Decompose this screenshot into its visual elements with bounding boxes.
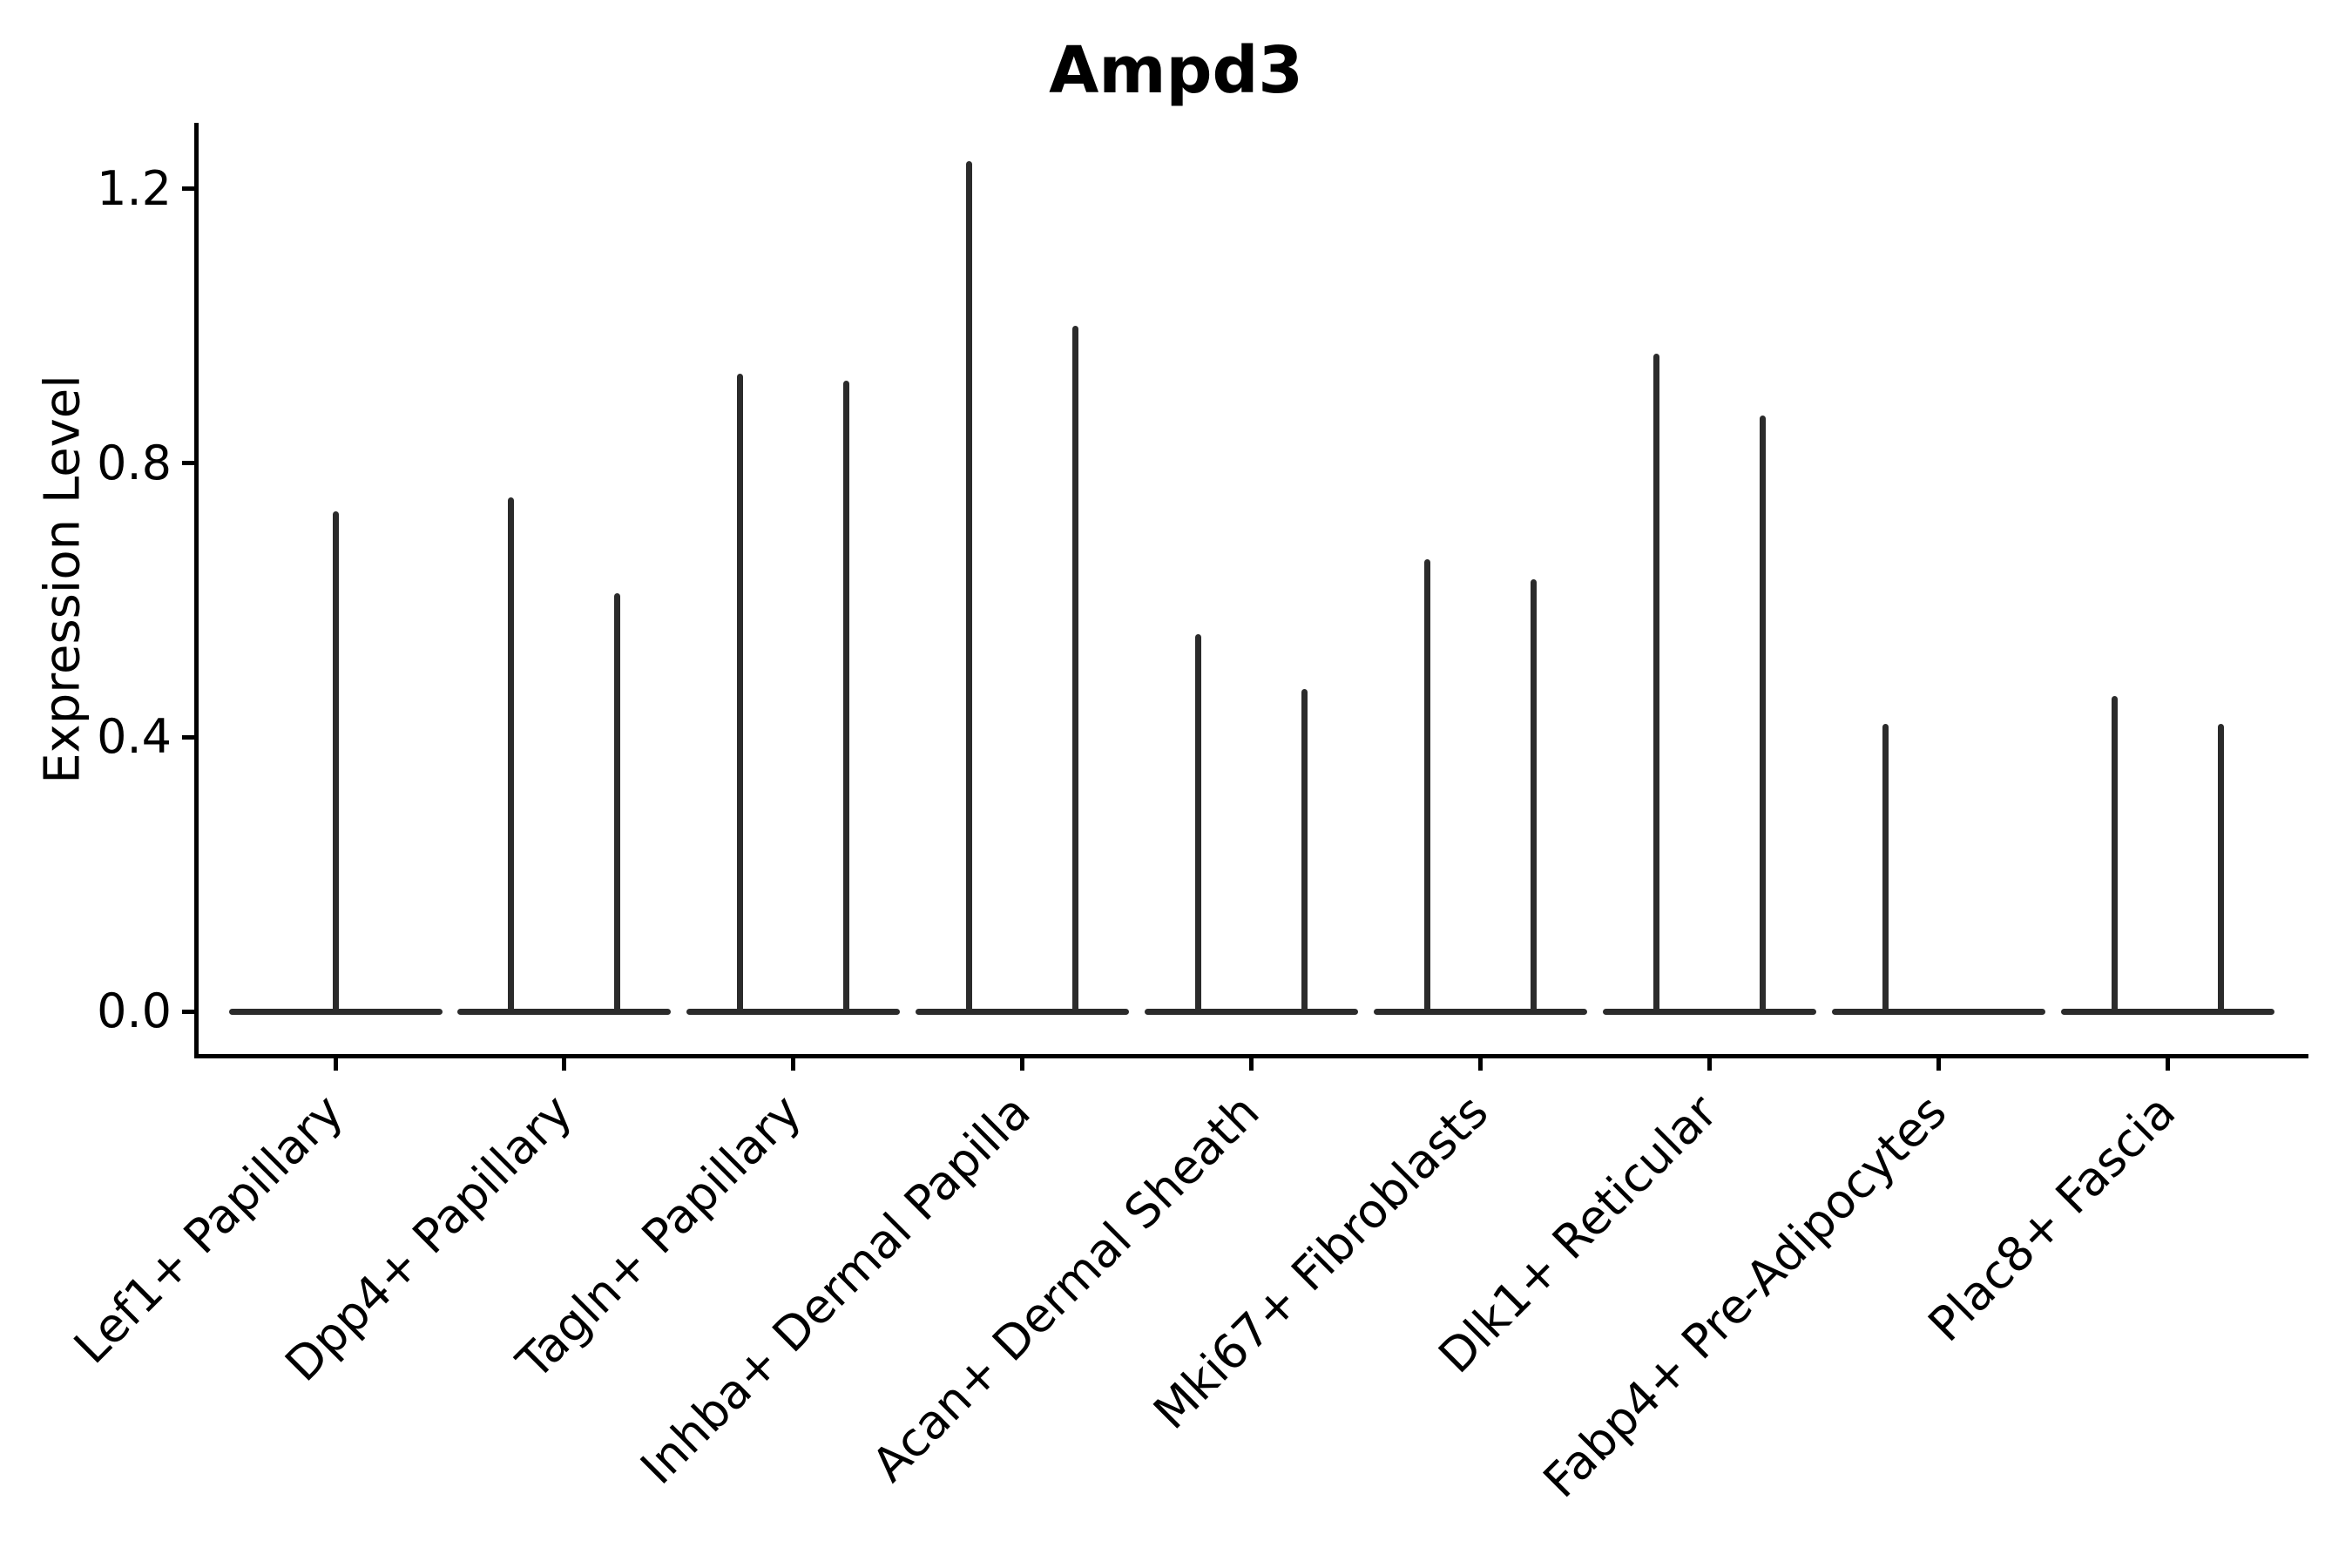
violin-spike xyxy=(332,510,339,1015)
violin-spike xyxy=(1530,579,1537,1015)
violin-spike xyxy=(1195,634,1201,1015)
violin-spike xyxy=(2111,696,2118,1015)
violin-baseline xyxy=(686,1008,901,1015)
x-tick xyxy=(1249,1054,1254,1071)
x-tick xyxy=(333,1054,338,1071)
violin-baseline xyxy=(1145,1008,1358,1015)
x-tick xyxy=(2165,1054,2170,1071)
violin-spike xyxy=(1652,353,1659,1015)
violin-spike xyxy=(508,497,515,1015)
y-axis-spine xyxy=(194,123,199,1057)
violin-baseline xyxy=(916,1008,1130,1015)
violin-spike xyxy=(1882,723,1889,1015)
x-tick xyxy=(562,1054,567,1071)
y-tick xyxy=(182,186,197,192)
violin-baseline xyxy=(1831,1008,2045,1015)
x-tick-label: Inhba+ Dermal Papilla xyxy=(630,1084,1041,1495)
violin-spike xyxy=(1301,689,1308,1015)
x-tick xyxy=(791,1054,796,1071)
violin-spike xyxy=(966,161,973,1015)
violin-spike xyxy=(2217,723,2224,1015)
y-tick-label: 0.8 xyxy=(97,435,172,490)
x-tick xyxy=(1936,1054,1941,1071)
x-tick-label: Fabp4+ Pre-Adipocytes xyxy=(1532,1084,1957,1509)
violin-spike xyxy=(1423,558,1430,1015)
violin-baseline xyxy=(1602,1008,1816,1015)
y-tick-label: 0.0 xyxy=(97,983,172,1038)
x-tick xyxy=(1477,1054,1483,1071)
x-tick-label: Plac8+ Fascia xyxy=(1917,1084,2186,1353)
violin-spike xyxy=(737,374,744,1015)
violin-spike xyxy=(843,381,850,1015)
x-tick xyxy=(1707,1054,1712,1071)
x-tick xyxy=(1020,1054,1025,1071)
violin-spike xyxy=(1759,415,1766,1015)
violin-baseline xyxy=(457,1008,672,1015)
plot-title: Ampd3 xyxy=(1049,33,1303,108)
violin-spike xyxy=(614,593,621,1015)
y-tick xyxy=(182,461,197,466)
violin-baseline xyxy=(2060,1008,2274,1015)
y-tick-label: 1.2 xyxy=(97,160,172,216)
violin-baseline xyxy=(1373,1008,1587,1015)
y-tick xyxy=(182,1009,197,1014)
x-tick-label: Acan+ Dermal Sheath xyxy=(862,1084,1270,1492)
violin-spike xyxy=(1072,326,1079,1015)
y-tick xyxy=(182,734,197,740)
y-tick-label: 0.4 xyxy=(97,709,172,765)
